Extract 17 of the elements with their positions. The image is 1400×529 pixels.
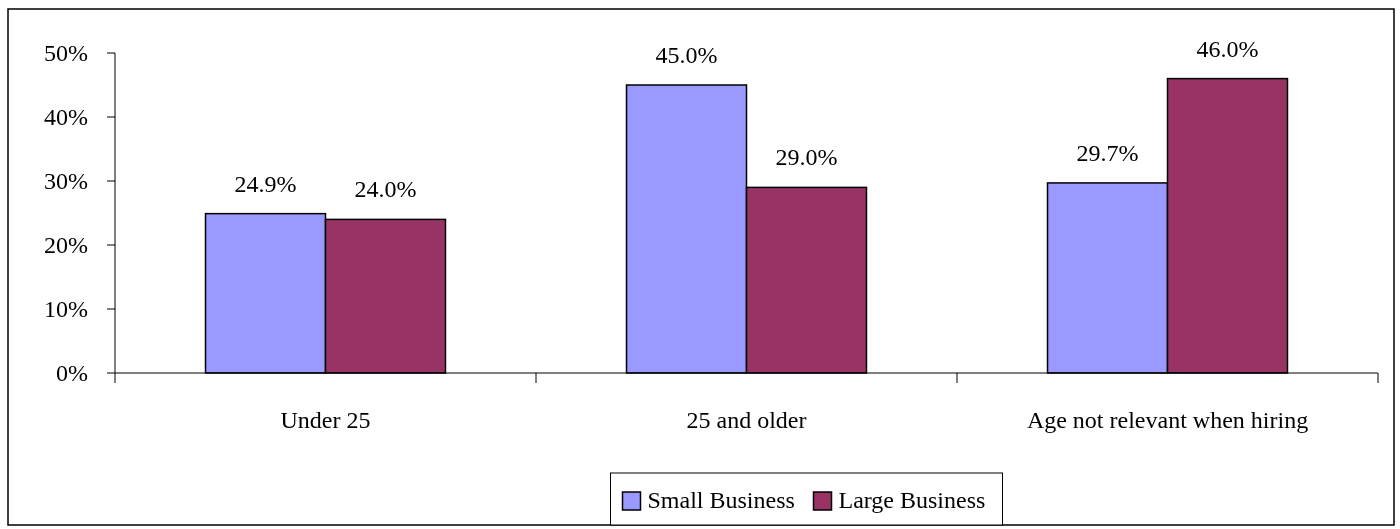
data-label: 24.0% (354, 176, 417, 203)
data-label: 46.0% (1196, 35, 1259, 62)
y-tick-label: 0% (56, 360, 88, 386)
legend-label: Small Business (647, 487, 795, 513)
y-tick-label: 50% (44, 40, 88, 66)
data-label: 29.7% (1076, 139, 1139, 166)
x-tick-label: 25 and older (686, 407, 807, 433)
data-label: 24.9% (234, 170, 297, 197)
y-tick-label: 30% (44, 168, 88, 194)
y-tick-label: 40% (44, 104, 88, 130)
data-label: 45.0% (655, 42, 718, 68)
x-tick-label: Under 25 (280, 407, 371, 433)
y-tick-label: 10% (44, 296, 88, 322)
data-label: 29.0% (775, 144, 838, 171)
x-tick-label: Age not relevant when hiring (1026, 407, 1309, 433)
legend-label: Large Business (838, 487, 986, 513)
y-tick-label: 20% (44, 232, 88, 258)
